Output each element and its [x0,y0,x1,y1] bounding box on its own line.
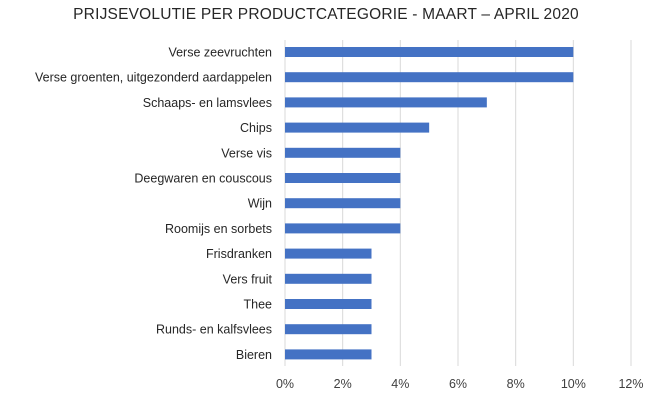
category-label: Frisdranken [206,247,272,261]
bar [285,273,372,284]
bar [285,198,401,209]
x-tick-label: 10% [561,377,586,391]
category-label: Deegwaren en couscous [134,172,272,186]
bar [285,72,574,83]
bar [285,147,401,158]
bar [285,97,487,108]
x-tick-label: 0% [276,377,294,391]
category-label: Verse groenten, uitgezonderd aardappelen [35,71,272,85]
x-tick-label: 6% [449,377,467,391]
bar [285,47,574,57]
bar [285,248,372,259]
category-label: Wijn [248,197,272,211]
bar [285,299,372,309]
bar [285,122,430,133]
category-label: Runds- en kalfsvlees [156,323,272,337]
x-tick-label: 12% [618,377,643,391]
x-tick-label: 2% [334,377,352,391]
bar [285,173,401,183]
x-tick-label: 8% [507,377,525,391]
bar [285,349,372,360]
category-label: Bieren [236,348,272,362]
x-tick-label: 4% [391,377,409,391]
category-label: Schaaps- en lamsvlees [143,96,272,110]
bar [285,324,372,335]
category-label: Chips [240,121,272,135]
category-label: Vers fruit [223,272,273,286]
chart-title: PRIJSEVOLUTIE PER PRODUCTCATEGORIE - MAA… [73,6,579,23]
category-label: Verse zeevruchten [168,46,272,60]
category-label: Verse vis [221,146,272,160]
category-label: Thee [244,298,273,312]
category-label: Roomijs en sorbets [165,222,272,236]
bar [285,223,401,234]
